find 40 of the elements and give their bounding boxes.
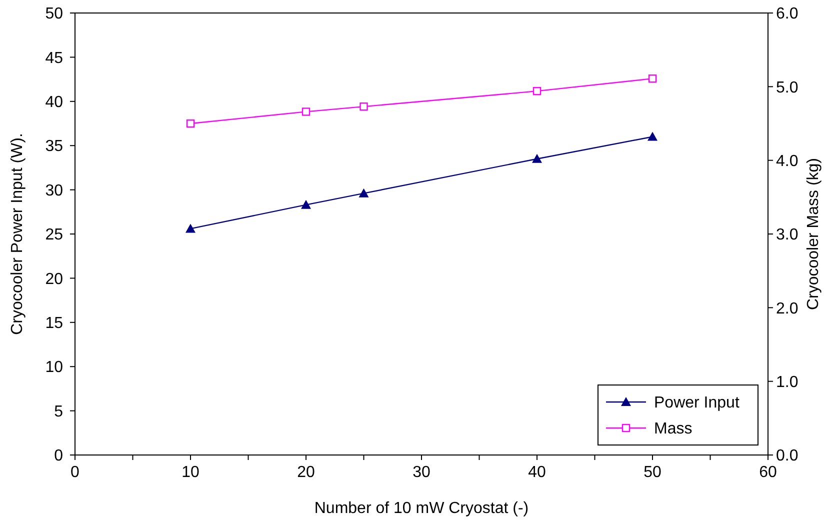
y-tick-label: 25 — [45, 226, 64, 244]
x-tick-label: 50 — [644, 464, 662, 481]
point — [648, 74, 657, 83]
y-tick-label: 15 — [45, 315, 64, 332]
point — [532, 154, 542, 163]
y-tick-label: 0 — [54, 448, 64, 465]
y2-tick-label: 5.0 — [776, 79, 798, 96]
y2-tick-label: 1.0 — [776, 374, 798, 391]
y2-tick-label: 6.0 — [776, 6, 798, 23]
x-tick-label: 20 — [297, 464, 315, 481]
point — [186, 224, 196, 233]
y-tick-label: 5 — [54, 403, 64, 420]
point — [302, 108, 310, 116]
y-tick-label: 35 — [45, 138, 64, 156]
x-tick-label: 30 — [412, 464, 430, 481]
x-tick-label: 10 — [182, 464, 200, 481]
y2-tick-label: 4.0 — [776, 152, 798, 170]
legend-label: Mass — [654, 420, 692, 438]
x-tick-label: 60 — [759, 464, 777, 481]
x-tick-label: 40 — [528, 464, 546, 481]
y2-tick-label: 0.0 — [776, 448, 798, 465]
y-axis-title: Cryocooler Power Input (W). — [9, 133, 26, 335]
legend-label: Power Input — [654, 394, 740, 412]
point — [301, 200, 311, 209]
x-tick-label: 0 — [70, 464, 80, 481]
point — [186, 119, 195, 128]
y-tick-label: 30 — [45, 182, 64, 200]
point — [360, 102, 368, 111]
y-tick-label: 45 — [45, 50, 64, 67]
point — [532, 86, 542, 96]
point — [648, 132, 658, 141]
y2-tick-label: 3.0 — [776, 226, 798, 244]
y2-tick-label: 2.0 — [776, 300, 798, 318]
y-tick-label: 40 — [45, 94, 64, 111]
y-tick-label: 50 — [45, 6, 64, 23]
y2-axis-title: Cryocooler Mass (kg) — [805, 158, 822, 310]
x-axis-title: Number of 10 mW Cryostat (-) — [314, 500, 529, 517]
y-tick-label: 10 — [45, 359, 64, 376]
point — [358, 188, 369, 198]
y-tick-label: 20 — [45, 270, 64, 288]
